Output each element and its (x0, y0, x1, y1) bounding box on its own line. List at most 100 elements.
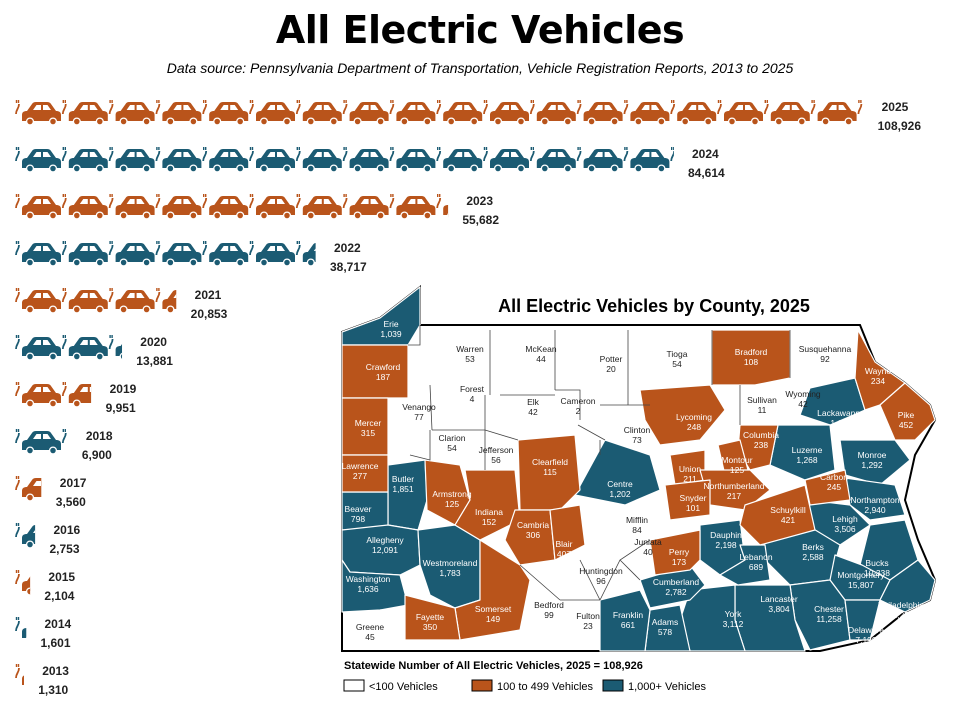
chart-title: All Electric Vehicles (275, 8, 685, 52)
svg-text:277: 277 (353, 471, 367, 481)
svg-text:Fulton: Fulton (576, 611, 600, 621)
county-lycoming (639, 384, 726, 446)
svg-text:578: 578 (658, 627, 672, 637)
legend-item: 100 to 499 Vehicles (471, 679, 594, 693)
county-philadelphia (879, 559, 936, 613)
svg-text:Susquehanna: Susquehanna (799, 344, 852, 354)
svg-text:Blair: Blair (555, 539, 572, 549)
svg-text:99: 99 (544, 610, 554, 620)
svg-text:Warren: Warren (456, 344, 484, 354)
svg-text:Bedford: Bedford (534, 600, 564, 610)
county-monroe (839, 439, 911, 486)
county-lawrence (341, 454, 389, 493)
value-label: 1,601 (40, 636, 70, 650)
svg-text:108: 108 (744, 357, 758, 367)
svg-text:Wayne: Wayne (865, 366, 891, 376)
svg-text:<100 Vehicles: <100 Vehicles (369, 681, 438, 693)
pictogram-bar-2017: 2017 3,560 (15, 475, 87, 509)
svg-text:Luzerne: Luzerne (792, 445, 823, 455)
svg-text:1,783: 1,783 (439, 568, 461, 578)
pictogram-bar-2020: 2020 13,881 (15, 334, 173, 368)
svg-text:56: 56 (491, 455, 501, 465)
svg-text:Clearfield: Clearfield (532, 457, 568, 467)
svg-text:Potter: Potter (600, 354, 623, 364)
value-label: 20,853 (191, 307, 228, 321)
svg-text:54: 54 (672, 359, 682, 369)
svg-text:234: 234 (871, 376, 885, 386)
county-lackawanna (799, 377, 866, 426)
svg-text:Franklin: Franklin (613, 610, 644, 620)
svg-text:Philadelphia: Philadelphia (878, 600, 925, 610)
svg-text:306: 306 (526, 530, 540, 540)
svg-text:Dauphin: Dauphin (710, 530, 742, 540)
svg-text:Fayette: Fayette (416, 612, 445, 622)
pictogram-bar-2022: 2022 38,717 (15, 240, 367, 274)
svg-text:421: 421 (781, 515, 795, 525)
svg-text:2,198: 2,198 (715, 540, 737, 550)
pictogram-bar-2016: 2016 2,753 (15, 522, 80, 556)
svg-text:Delaware: Delaware (848, 625, 884, 635)
county-perry (649, 529, 701, 576)
svg-text:7,199: 7,199 (855, 635, 877, 645)
svg-text:Bucks: Bucks (865, 558, 888, 568)
svg-text:238: 238 (754, 440, 768, 450)
svg-text:125: 125 (730, 465, 744, 475)
svg-text:350: 350 (423, 622, 437, 632)
svg-text:661: 661 (621, 620, 635, 630)
svg-text:4: 4 (470, 394, 475, 404)
svg-text:Lebanon: Lebanon (739, 552, 772, 562)
svg-text:Monroe: Monroe (858, 450, 887, 460)
svg-text:20: 20 (606, 364, 616, 374)
svg-text:1,268: 1,268 (796, 455, 818, 465)
svg-text:Adams: Adams (652, 617, 678, 627)
svg-text:3,506: 3,506 (834, 524, 856, 534)
svg-text:Juniata: Juniata (634, 537, 662, 547)
svg-text:Lawrence: Lawrence (342, 461, 379, 471)
svg-text:10,338: 10,338 (864, 568, 890, 578)
county-snyder (664, 479, 711, 521)
svg-text:2,588: 2,588 (802, 552, 824, 562)
svg-text:115: 115 (543, 467, 557, 477)
svg-text:Lackawanna: Lackawanna (817, 408, 865, 418)
svg-text:Northampton: Northampton (850, 495, 899, 505)
svg-text:84: 84 (632, 525, 642, 535)
svg-text:Crawford: Crawford (366, 362, 401, 372)
pictogram-bar-2014: 2014 1,601 (15, 616, 72, 650)
svg-text:Clarion: Clarion (439, 433, 466, 443)
svg-text:11: 11 (758, 405, 767, 415)
svg-text:798: 798 (351, 514, 365, 524)
svg-text:1,292: 1,292 (861, 460, 883, 470)
year-label: 2021 (195, 288, 222, 302)
year-label: 2018 (86, 429, 113, 443)
value-label: 13,881 (136, 354, 173, 368)
